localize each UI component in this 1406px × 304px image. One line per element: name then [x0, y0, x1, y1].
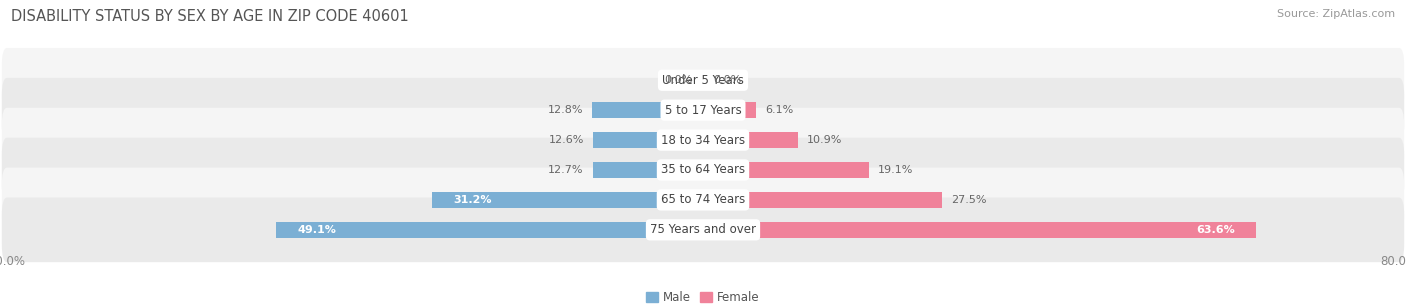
FancyBboxPatch shape — [1, 168, 1405, 232]
Text: 31.2%: 31.2% — [453, 195, 492, 205]
FancyBboxPatch shape — [1, 78, 1405, 143]
Bar — [703, 132, 797, 148]
Text: 75 Years and over: 75 Years and over — [650, 223, 756, 236]
Text: Under 5 Years: Under 5 Years — [662, 74, 744, 87]
Bar — [276, 222, 703, 238]
Bar — [592, 162, 703, 178]
FancyBboxPatch shape — [1, 108, 1405, 172]
Text: 12.6%: 12.6% — [550, 135, 585, 145]
Bar — [703, 222, 1257, 238]
Text: 0.0%: 0.0% — [664, 75, 693, 85]
Text: 10.9%: 10.9% — [807, 135, 842, 145]
FancyBboxPatch shape — [1, 48, 1405, 112]
Text: 63.6%: 63.6% — [1195, 225, 1234, 235]
Text: 0.0%: 0.0% — [713, 75, 742, 85]
Text: 12.8%: 12.8% — [547, 105, 583, 115]
Bar — [703, 192, 942, 208]
Legend: Male, Female: Male, Female — [647, 291, 759, 304]
Text: 6.1%: 6.1% — [765, 105, 793, 115]
Bar — [592, 102, 703, 118]
Text: 5 to 17 Years: 5 to 17 Years — [665, 104, 741, 117]
Bar — [432, 192, 703, 208]
Text: DISABILITY STATUS BY SEX BY AGE IN ZIP CODE 40601: DISABILITY STATUS BY SEX BY AGE IN ZIP C… — [11, 9, 409, 24]
FancyBboxPatch shape — [1, 138, 1405, 202]
Text: 35 to 64 Years: 35 to 64 Years — [661, 164, 745, 177]
Text: Source: ZipAtlas.com: Source: ZipAtlas.com — [1277, 9, 1395, 19]
Text: 49.1%: 49.1% — [298, 225, 336, 235]
Bar — [703, 102, 756, 118]
Text: 65 to 74 Years: 65 to 74 Years — [661, 193, 745, 206]
FancyBboxPatch shape — [1, 198, 1405, 262]
Text: 18 to 34 Years: 18 to 34 Years — [661, 133, 745, 147]
Bar — [703, 162, 869, 178]
Bar — [593, 132, 703, 148]
Text: 12.7%: 12.7% — [548, 165, 583, 175]
Text: 19.1%: 19.1% — [877, 165, 914, 175]
Text: 27.5%: 27.5% — [950, 195, 987, 205]
